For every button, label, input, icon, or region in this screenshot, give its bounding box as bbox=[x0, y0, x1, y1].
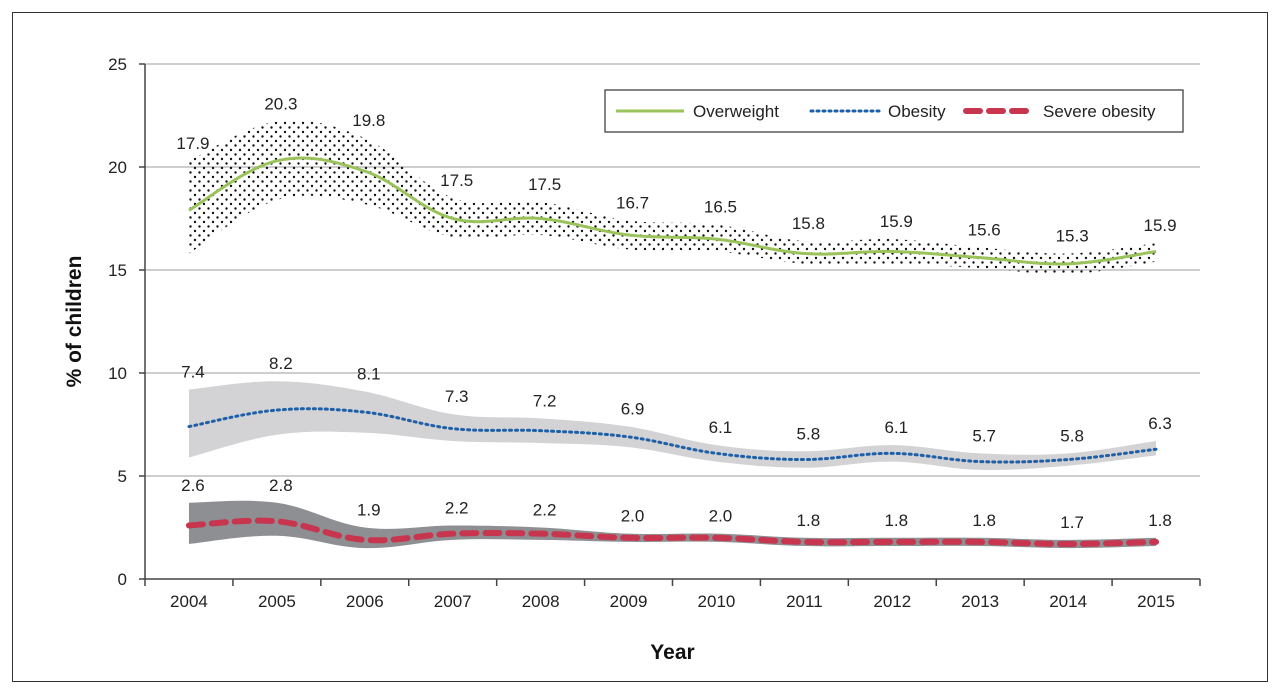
data-label-obesity-2011: 5.8 bbox=[797, 424, 821, 443]
x-tick-label-2013: 2013 bbox=[961, 592, 999, 611]
data-label-severe-obesity-2011: 1.8 bbox=[797, 511, 821, 530]
band-obesity bbox=[188, 381, 1157, 470]
y-tick-label-20: 20 bbox=[108, 158, 127, 177]
data-label-obesity-2014: 5.8 bbox=[1060, 426, 1084, 445]
data-label-overweight-2004: 17.9 bbox=[176, 134, 209, 153]
data-label-obesity-2004: 7.4 bbox=[181, 362, 205, 381]
axes: 0 5 10 15 20 25 2004 2005 2006 2007 2008 2009 2010 20… bbox=[108, 55, 1201, 611]
data-labels: 17.9 20.3 19.8 17.5 17.5 16.7 16.5 15.8 15.9 15.6… bbox=[176, 95, 1176, 532]
series-line-overweight bbox=[188, 156, 1157, 266]
legend-label-obesity: Obesity bbox=[888, 102, 946, 121]
x-axis-title: Year bbox=[650, 641, 694, 664]
figure-frame: 17.9 20.3 19.8 17.5 17.5 16.7 16.5 15.8 15.9 15.6… bbox=[12, 12, 1268, 682]
legend-label-severe-obesity: Severe obesity bbox=[1043, 102, 1156, 121]
x-tick-label-2008: 2008 bbox=[522, 592, 560, 611]
data-label-severe-obesity-2013: 1.8 bbox=[972, 511, 996, 530]
data-label-obesity-2007: 7.3 bbox=[445, 387, 469, 406]
data-label-severe-obesity-2005: 2.8 bbox=[269, 476, 293, 495]
chart-svg: 17.9 20.3 19.8 17.5 17.5 16.7 16.5 15.8 15.9 15.6… bbox=[63, 55, 1201, 664]
y-tick-label-25: 25 bbox=[108, 55, 127, 74]
confidence-bands bbox=[188, 120, 1157, 549]
data-label-obesity-2009: 6.9 bbox=[621, 400, 645, 419]
data-label-obesity-2012: 6.1 bbox=[884, 418, 908, 437]
x-tick-label-2004: 2004 bbox=[170, 592, 208, 611]
data-label-severe-obesity-2008: 2.2 bbox=[533, 501, 557, 520]
series-lines bbox=[185, 156, 1160, 547]
x-tick-label-2010: 2010 bbox=[698, 592, 736, 611]
data-label-overweight-2009: 16.7 bbox=[616, 194, 649, 213]
y-axis-title: % of children bbox=[63, 256, 86, 388]
y-tick-label-0: 0 bbox=[118, 570, 127, 589]
data-label-obesity-2008: 7.2 bbox=[533, 391, 557, 410]
data-label-obesity-2013: 5.7 bbox=[972, 426, 996, 445]
series-line-severe-obesity bbox=[185, 517, 1160, 547]
band-overweight bbox=[188, 120, 1157, 275]
data-label-overweight-2007: 17.5 bbox=[440, 171, 473, 190]
x-tick-label-2006: 2006 bbox=[346, 592, 384, 611]
data-label-overweight-2012: 15.9 bbox=[880, 212, 913, 231]
data-label-overweight-2008: 17.5 bbox=[528, 175, 561, 194]
data-label-severe-obesity-2009: 2.0 bbox=[621, 507, 645, 526]
data-label-overweight-2011: 15.8 bbox=[792, 214, 825, 233]
legend-box bbox=[604, 89, 1184, 133]
data-label-overweight-2013: 15.6 bbox=[968, 220, 1001, 239]
data-label-overweight-2010: 16.5 bbox=[704, 198, 737, 217]
series-line-obesity bbox=[187, 407, 1158, 464]
data-label-severe-obesity-2015: 1.8 bbox=[1148, 511, 1172, 530]
data-label-severe-obesity-2012: 1.8 bbox=[884, 511, 908, 530]
legend-label-overweight: Overweight bbox=[693, 102, 779, 121]
data-label-severe-obesity-2004: 2.6 bbox=[181, 476, 205, 495]
y-tick-label-10: 10 bbox=[108, 364, 127, 383]
data-label-overweight-2014: 15.3 bbox=[1056, 227, 1089, 246]
data-label-overweight-2005: 20.3 bbox=[264, 95, 297, 114]
data-label-overweight-2006: 19.8 bbox=[352, 111, 385, 130]
data-label-obesity-2015: 6.3 bbox=[1148, 414, 1172, 433]
x-tick-label-2007: 2007 bbox=[434, 592, 472, 611]
x-tick-label-2011: 2011 bbox=[786, 592, 823, 611]
x-tick-label-2014: 2014 bbox=[1049, 592, 1087, 611]
data-label-obesity-2005: 8.2 bbox=[269, 354, 293, 373]
data-label-overweight-2015: 15.9 bbox=[1143, 216, 1176, 235]
y-tick-label-15: 15 bbox=[108, 261, 127, 280]
data-label-obesity-2010: 6.1 bbox=[709, 418, 733, 437]
y-tick-label-5: 5 bbox=[118, 467, 127, 486]
x-tick-label-2005: 2005 bbox=[258, 592, 296, 611]
x-tick-label-2009: 2009 bbox=[610, 592, 648, 611]
legend: Overweight Obesity Severe obesity bbox=[604, 89, 1184, 133]
band-severe-obesity bbox=[188, 500, 1157, 549]
data-label-severe-obesity-2007: 2.2 bbox=[445, 498, 469, 517]
data-label-severe-obesity-2006: 1.9 bbox=[357, 501, 381, 520]
x-tick-label-2015: 2015 bbox=[1137, 592, 1175, 611]
data-label-severe-obesity-2014: 1.7 bbox=[1060, 513, 1084, 532]
x-tick-label-2012: 2012 bbox=[873, 592, 911, 611]
data-label-severe-obesity-2010: 2.0 bbox=[709, 507, 733, 526]
data-label-obesity-2006: 8.1 bbox=[357, 365, 381, 384]
